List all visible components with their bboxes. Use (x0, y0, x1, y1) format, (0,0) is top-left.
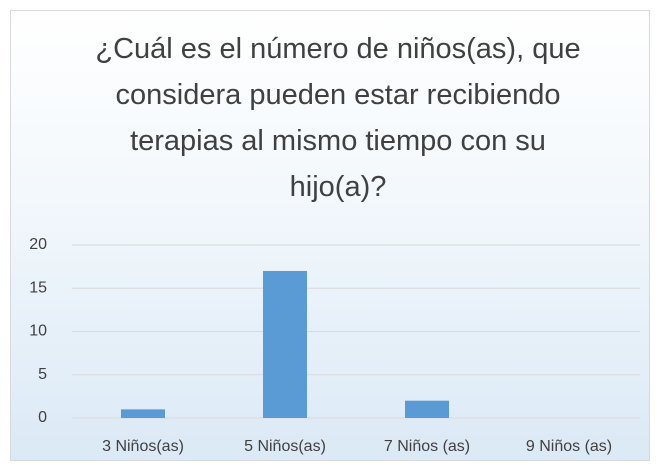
y-tick-label: 15 (29, 279, 47, 296)
y-tick-label: 10 (29, 323, 47, 340)
y-tick-label: 5 (38, 366, 47, 383)
bar (405, 400, 449, 418)
y-tick-label: 20 (29, 236, 47, 253)
x-tick-label: 9 Niños (as) (526, 438, 612, 455)
chart-area (10, 10, 650, 461)
bar (121, 409, 165, 418)
x-tick-label: 7 Niños (as) (384, 438, 470, 455)
x-tick-label: 3 Niños(as) (102, 438, 184, 455)
y-tick-label: 0 (38, 409, 47, 426)
x-tick-label: 5 Niños(as) (244, 438, 326, 455)
chart-title: ¿Cuál es el número de niños(as), que con… (95, 33, 581, 203)
bar (263, 270, 307, 418)
